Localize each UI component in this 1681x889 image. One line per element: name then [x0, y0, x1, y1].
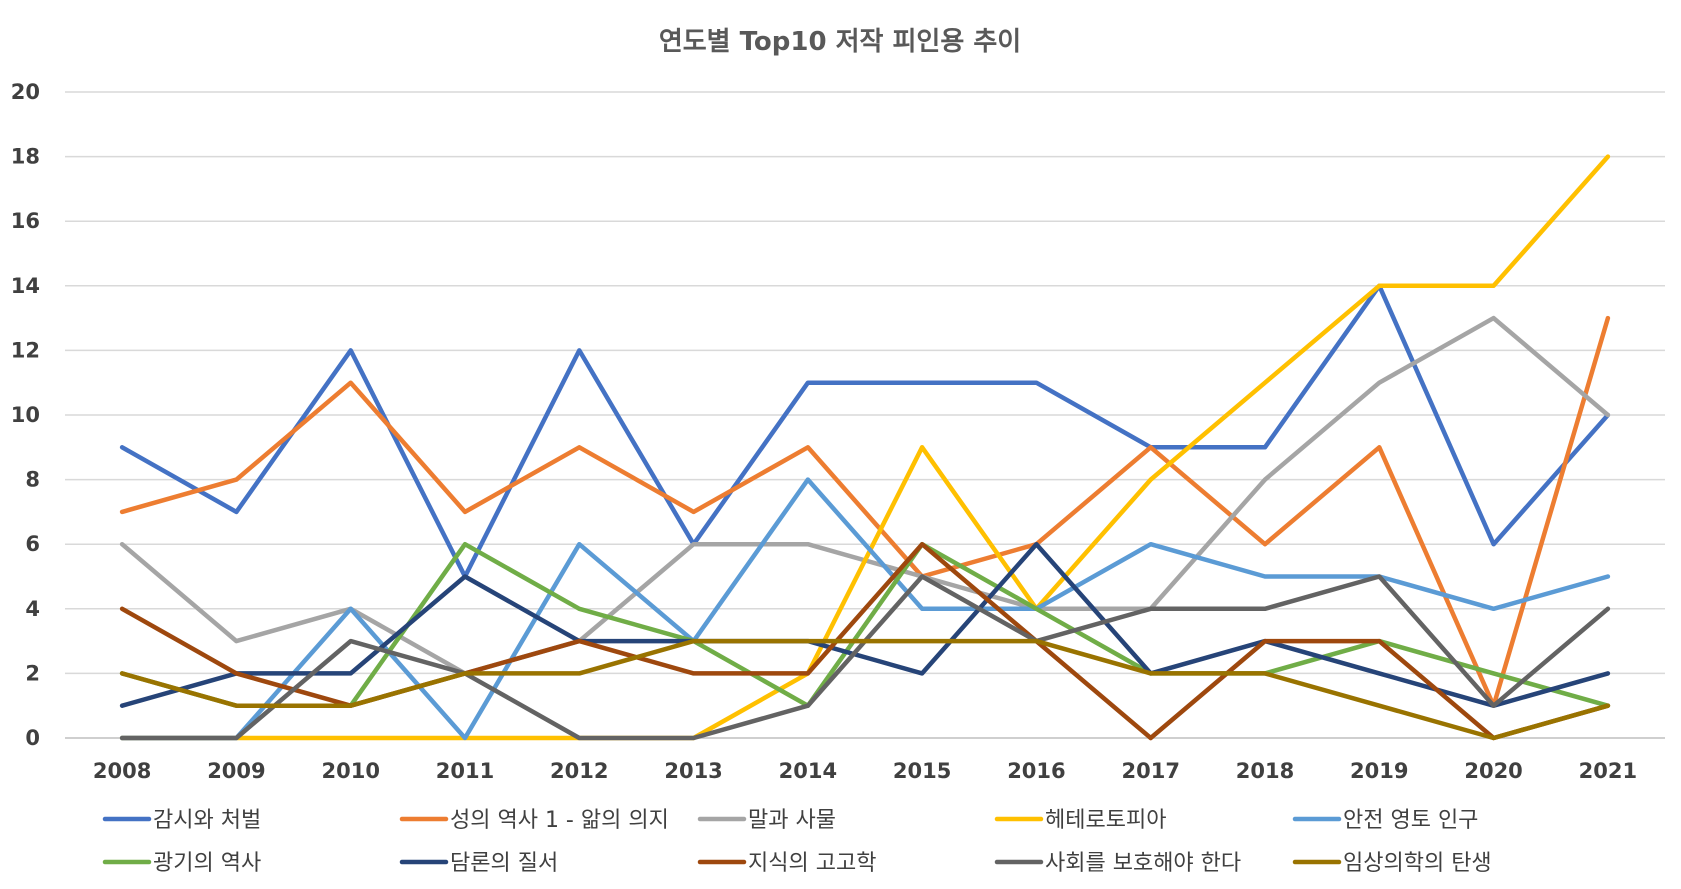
y-tick-label: 0: [25, 726, 40, 750]
y-tick-label: 8: [25, 468, 40, 492]
x-axis-ticks: 2008 2009 2010 2011 2012 2013 2014 2015 2016 2017…: [93, 759, 1637, 783]
series-line-2: [119, 315, 1611, 708]
series-line-7: [119, 541, 1611, 708]
x-tick-label: 2018: [1236, 759, 1294, 783]
legend-item: 사회를 보호해야 한다: [994, 851, 1241, 876]
series-lines: [119, 154, 1611, 741]
x-tick-label: 2011: [436, 759, 494, 783]
y-tick-label: 2: [25, 661, 40, 685]
y-tick-label: 12: [11, 338, 40, 362]
legend-label: 지식의 고고학: [748, 851, 876, 876]
x-tick-label: 2008: [93, 759, 151, 783]
x-tick-label: 2015: [893, 759, 951, 783]
x-tick-label: 2012: [550, 759, 608, 783]
x-tick-label: 2009: [207, 759, 265, 783]
y-tick-label: 18: [11, 145, 40, 169]
legend-item: 감시와 처벌: [102, 808, 261, 833]
legend-label: 헤테로토피아: [1045, 808, 1166, 833]
series-line-1: [119, 283, 1611, 579]
legend-label: 임상의학의 탄생: [1343, 851, 1492, 876]
series-line-10: [119, 638, 1611, 741]
y-tick-label: 4: [25, 597, 40, 621]
legend-label: 담론의 질서: [450, 851, 558, 876]
y-tick-label: 6: [25, 532, 40, 556]
y-tick-label: 14: [11, 274, 40, 298]
y-tick-label: 20: [11, 80, 40, 104]
x-tick-label: 2010: [321, 759, 379, 783]
x-tick-label: 2013: [664, 759, 722, 783]
legend-item: 성의 역사 1 - 앎의 의지: [399, 808, 669, 833]
x-tick-label: 2019: [1350, 759, 1408, 783]
legend-item: 말과 사물: [697, 808, 836, 833]
legend-label: 감시와 처벌: [153, 808, 261, 833]
series-line-6: [119, 541, 1611, 708]
legend-label: 사회를 보호해야 한다: [1045, 851, 1241, 876]
legend-item: 안전 영토 인구: [1292, 808, 1478, 833]
y-axis-ticks: 0 2 4 6 8 10 12 14 16 18 20: [11, 80, 40, 750]
legend-item: 광기의 역사: [102, 851, 261, 876]
x-tick-label: 2016: [1007, 759, 1065, 783]
legend-label: 광기의 역사: [153, 851, 261, 876]
legend-item: 헤테로토피아: [994, 808, 1166, 833]
series-line-4: [119, 154, 1611, 741]
legend-item: 임상의학의 탄생: [1292, 851, 1492, 876]
legend-label: 성의 역사 1 - 앎의 의지: [450, 808, 669, 833]
legend-item: 지식의 고고학: [697, 851, 876, 876]
chart-title: 연도별 Top10 저작 피인용 추이: [659, 27, 1021, 57]
series-line-3: [119, 315, 1611, 676]
legend: 감시와 처벌 성의 역사 1 - 앎의 의지 말과 사물 헤테로토피아 안전 영토 인구…: [102, 808, 1492, 876]
x-tick-label: 2014: [779, 759, 837, 783]
legend-label: 안전 영토 인구: [1343, 808, 1478, 833]
series-line-5: [119, 477, 1611, 741]
x-tick-label: 2020: [1464, 759, 1522, 783]
legend-label: 말과 사물: [748, 808, 836, 833]
legend-item: 담론의 질서: [399, 851, 558, 876]
y-tick-label: 10: [11, 403, 40, 427]
x-tick-label: 2021: [1579, 759, 1637, 783]
y-tick-label: 16: [11, 209, 40, 233]
x-tick-label: 2017: [1121, 759, 1179, 783]
